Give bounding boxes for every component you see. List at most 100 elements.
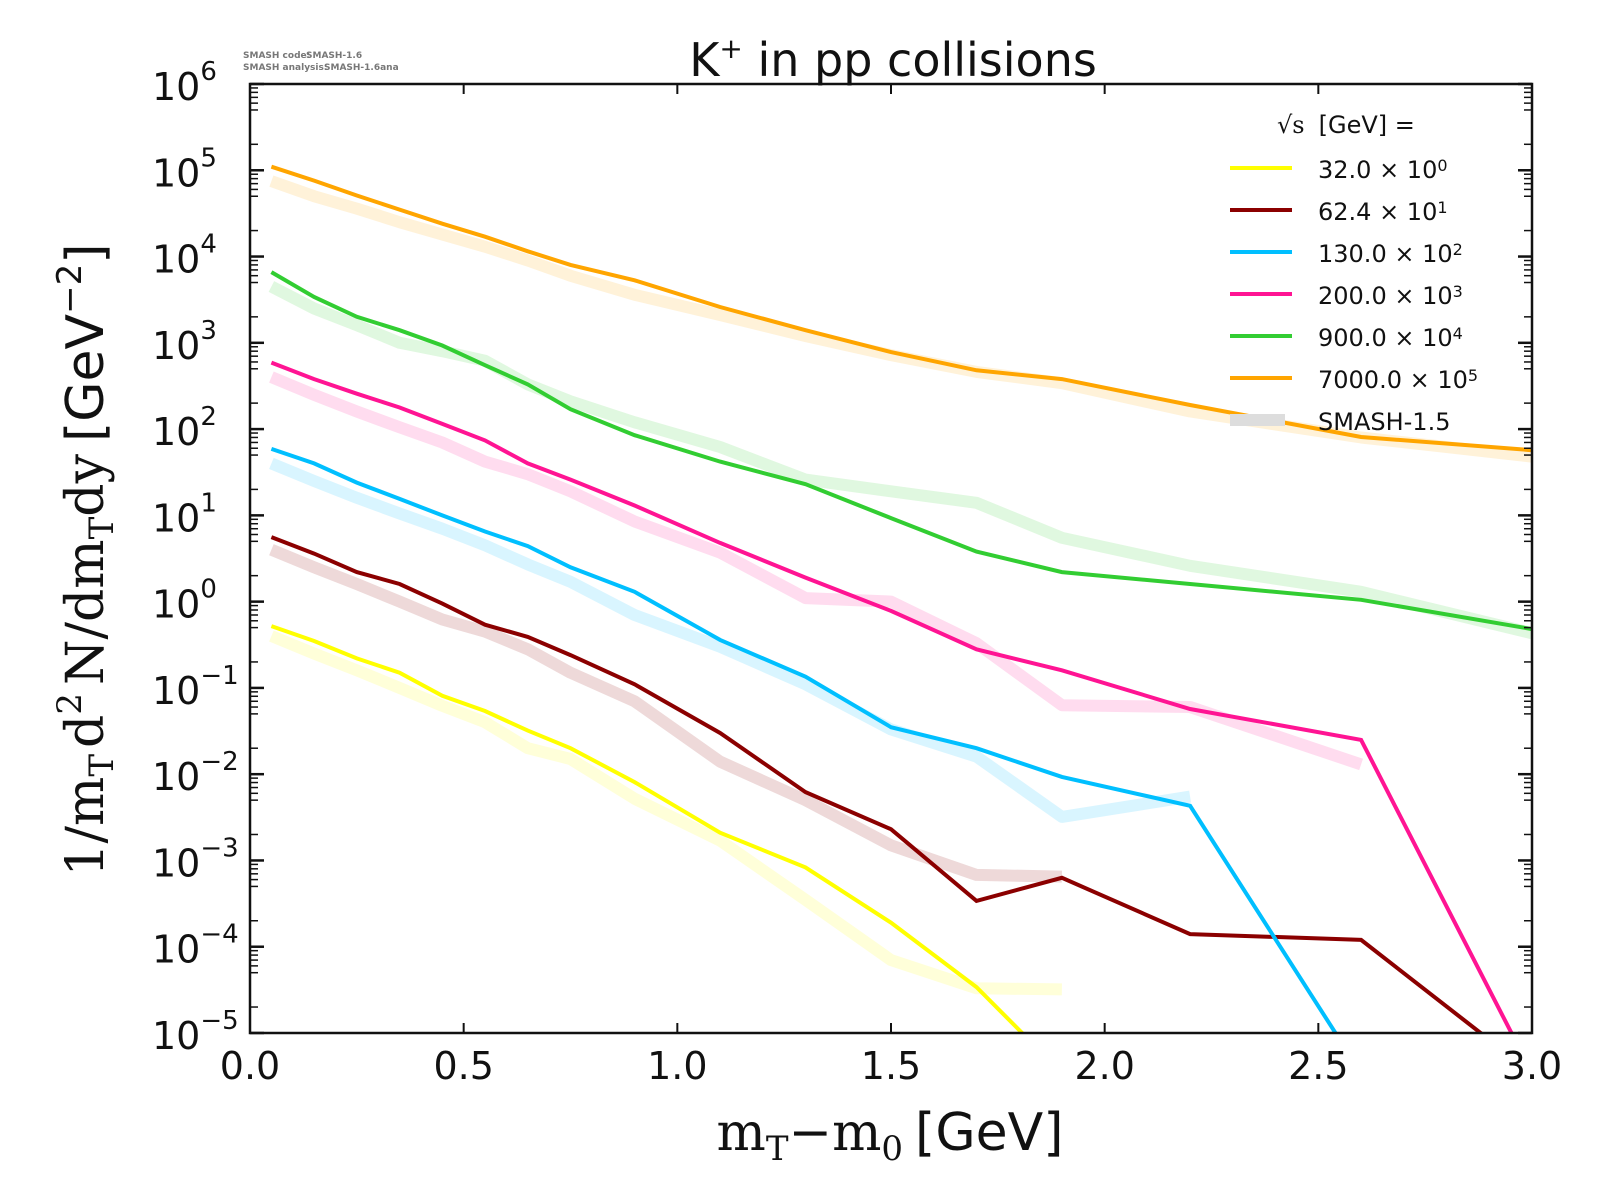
y-label-unit-close: ] bbox=[56, 243, 116, 263]
legend-header-text: [GeV] = bbox=[1319, 111, 1415, 139]
y-tick-exp: 6 bbox=[200, 57, 217, 87]
y-tick-label: 103 bbox=[152, 316, 217, 368]
y-tick-labels: 10610510410310210110010−110−210−310−410−… bbox=[152, 57, 239, 1058]
title-sup: + bbox=[719, 32, 742, 65]
legend-label-exp: 4 bbox=[1453, 324, 1463, 343]
y-label-sub-t2: T bbox=[82, 516, 122, 539]
legend-label-text: 900.0 × 10 bbox=[1318, 324, 1453, 352]
meta-code-label: SMASH code: bbox=[243, 51, 310, 61]
y-tick-base: 10 bbox=[152, 669, 200, 713]
y-tick-exp: −2 bbox=[200, 747, 238, 777]
legend-label-text: 32.0 × 10 bbox=[1318, 156, 1437, 184]
legend-label: SMASH-1.5 bbox=[1318, 408, 1450, 436]
x-tick-label: 0.0 bbox=[220, 1044, 280, 1088]
y-label-sub-t1: T bbox=[82, 754, 122, 777]
title-rest: in pp collisions bbox=[743, 33, 1097, 87]
y-tick-exp: 3 bbox=[200, 316, 217, 346]
reference-line-0 bbox=[269, 630, 1062, 996]
x-tick-label: 2.0 bbox=[1074, 1044, 1134, 1088]
y-label-sup-2: 2 bbox=[50, 693, 90, 715]
y-tick-base: 10 bbox=[152, 238, 200, 282]
y-tick-exp: −3 bbox=[200, 833, 238, 863]
reference-line-4 bbox=[268, 281, 1532, 640]
y-tick-label: 102 bbox=[152, 402, 217, 454]
x-label-unit: [GeV] bbox=[915, 1103, 1063, 1163]
legend-label: 32.0 × 100 bbox=[1318, 156, 1448, 184]
meta-analysis-label: SMASH analysis: bbox=[243, 63, 327, 73]
y-label-unit: [GeV bbox=[56, 313, 116, 442]
y-tick-exp: −5 bbox=[200, 1006, 238, 1036]
y-tick-base: 10 bbox=[152, 410, 200, 454]
y-label-part2: N/dm bbox=[56, 539, 116, 685]
build-info: SMASH code: SMASH-1.6 SMASH analysis: SM… bbox=[243, 51, 399, 73]
x-axis-label: mT−m0 [GeV] bbox=[717, 1103, 1064, 1169]
y-tick-exp: 0 bbox=[200, 575, 217, 605]
y-tick-base: 10 bbox=[152, 755, 200, 799]
legend-label-text: SMASH-1.5 bbox=[1318, 408, 1450, 436]
legend-label: 62.4 × 101 bbox=[1318, 198, 1448, 226]
y-tick-exp: 5 bbox=[200, 143, 217, 173]
legend-label: 200.0 × 103 bbox=[1318, 282, 1463, 310]
x-tick-label: 3.0 bbox=[1502, 1044, 1562, 1088]
y-tick-base: 10 bbox=[152, 324, 200, 368]
axis-ticks bbox=[249, 82, 1533, 1035]
y-tick-label: 10−4 bbox=[152, 920, 239, 972]
series-line-2 bbox=[270, 447, 1338, 1033]
chart-title: K+ in pp collisions bbox=[689, 32, 1097, 87]
reference-line-2 bbox=[269, 457, 1192, 823]
title-main: K bbox=[689, 33, 721, 87]
y-tick-label: 10−3 bbox=[152, 833, 239, 885]
series-line-4 bbox=[270, 270, 1532, 632]
x-tick-label: 1.5 bbox=[861, 1044, 921, 1088]
legend-header: √s [GeV] = bbox=[1277, 111, 1415, 139]
x-tick-label: 1.0 bbox=[647, 1044, 707, 1088]
y-tick-base: 10 bbox=[152, 496, 200, 540]
y-tick-exp: 2 bbox=[200, 402, 217, 432]
y-tick-label: 100 bbox=[152, 575, 217, 627]
y-axis-label: 1/mTd2N/dmTdy[GeV−2] bbox=[50, 243, 122, 876]
legend-label-exp: 3 bbox=[1453, 282, 1463, 301]
y-tick-base: 10 bbox=[152, 65, 200, 109]
y-tick-base: 10 bbox=[152, 1014, 200, 1058]
series-line-3 bbox=[270, 360, 1514, 1033]
x-tick-label: 0.5 bbox=[433, 1044, 493, 1088]
y-label-part1: 1/m bbox=[56, 777, 116, 877]
series-line-1 bbox=[270, 535, 1484, 1033]
series-line-0 bbox=[270, 624, 1025, 1033]
y-tick-exp: −1 bbox=[200, 661, 238, 691]
y-tick-label: 10−5 bbox=[152, 1006, 239, 1058]
y-tick-exp: 4 bbox=[200, 230, 217, 260]
legend-swatch-reference bbox=[1230, 414, 1285, 426]
y-label-unit-exp: −2 bbox=[50, 264, 90, 314]
x-label-minus: −m bbox=[789, 1103, 882, 1163]
x-tick-label: 2.5 bbox=[1288, 1044, 1348, 1088]
meta-code-value: SMASH-1.6 bbox=[306, 51, 362, 61]
x-label-mt: m bbox=[717, 1103, 766, 1163]
x-label-sub-t: T bbox=[766, 1129, 789, 1169]
legend-label-text: 62.4 × 10 bbox=[1318, 198, 1437, 226]
plot-frame bbox=[248, 82, 1534, 1035]
y-tick-label: 10−1 bbox=[152, 661, 239, 713]
legend-label: 900.0 × 104 bbox=[1318, 324, 1463, 352]
y-tick-base: 10 bbox=[152, 928, 200, 972]
reference-series-layer bbox=[268, 175, 1532, 996]
reference-line-1 bbox=[269, 544, 1063, 883]
y-tick-label: 101 bbox=[152, 488, 217, 540]
legend-sqrt-s: √s bbox=[1277, 111, 1305, 139]
y-tick-label: 105 bbox=[152, 143, 217, 195]
legend-label: 7000.0 × 105 bbox=[1318, 366, 1478, 394]
y-tick-exp: 1 bbox=[200, 488, 217, 518]
y-tick-base: 10 bbox=[152, 841, 200, 885]
x-label-sub-0: 0 bbox=[881, 1129, 903, 1169]
legend-label-exp: 0 bbox=[1437, 156, 1447, 175]
legend-label-exp: 2 bbox=[1453, 240, 1463, 259]
x-tick-labels: 0.0 0.5 1.0 1.5 2.0 2.5 3.0 bbox=[220, 1044, 1562, 1088]
y-tick-label: 10−2 bbox=[152, 747, 239, 799]
reference-line-3 bbox=[269, 371, 1364, 771]
y-tick-label: 106 bbox=[152, 57, 217, 109]
legend: √s [GeV] = 32.0 × 100 62.4 × 101 130.0 × 10… bbox=[1230, 111, 1478, 436]
y-label-d: d bbox=[56, 715, 116, 748]
legend-label: 130.0 × 102 bbox=[1318, 240, 1463, 268]
legend-label-exp: 1 bbox=[1437, 198, 1447, 217]
